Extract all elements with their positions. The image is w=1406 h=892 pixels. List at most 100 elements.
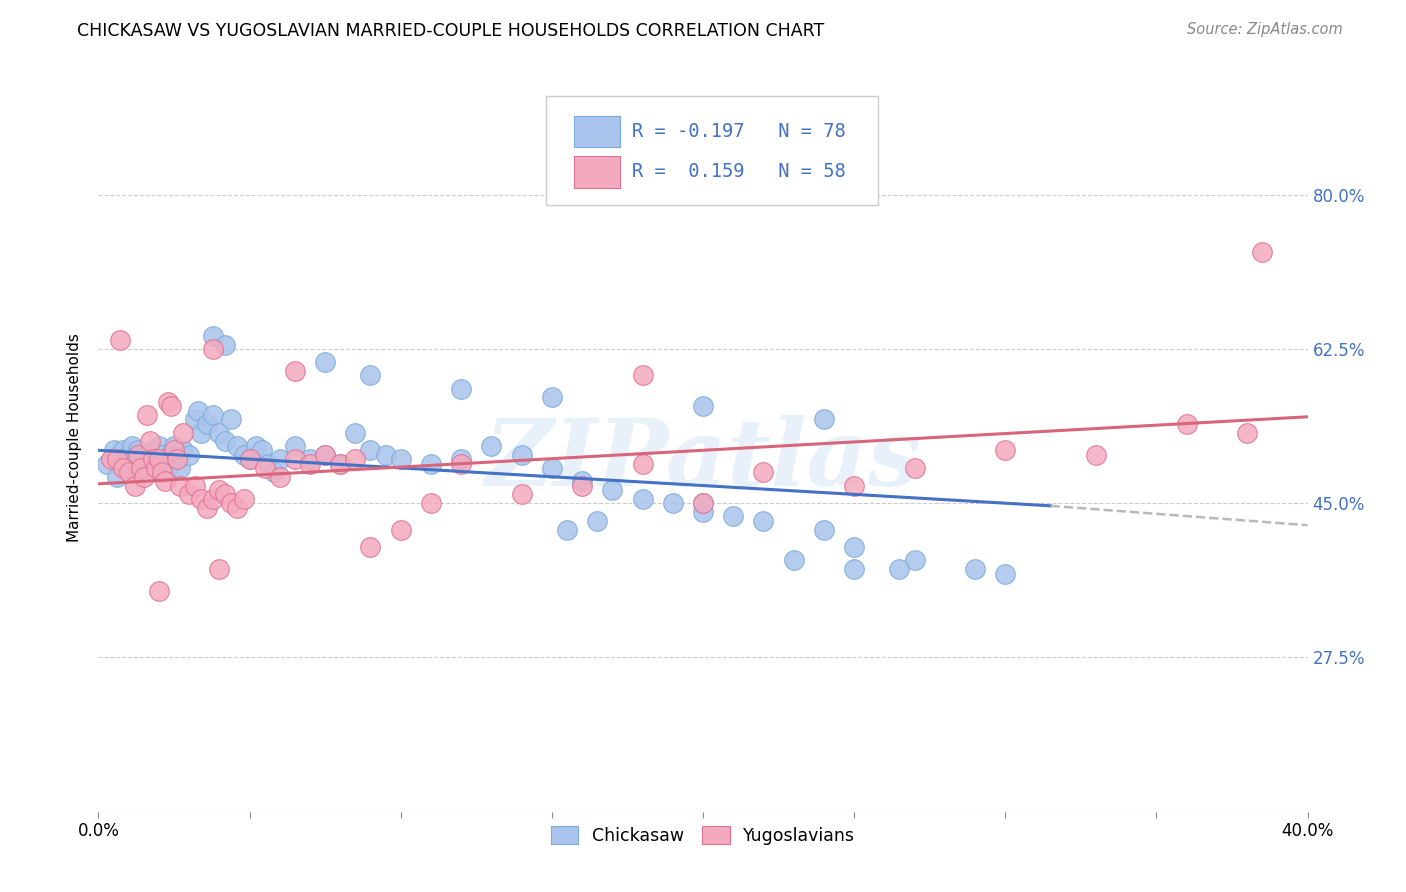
Point (344, 452, 367, 467)
Point (329, 457, 352, 471)
Point (631, 457, 654, 471)
Point (692, 399, 714, 413)
Point (783, 553, 806, 567)
Point (166, 452, 188, 467)
Point (994, 566, 1017, 581)
Point (631, 368, 654, 383)
Point (150, 466, 173, 480)
Point (232, 448, 254, 462)
Point (169, 461, 191, 475)
Point (269, 452, 291, 467)
Point (450, 452, 472, 467)
Point (142, 452, 165, 467)
Point (239, 452, 262, 467)
Point (184, 478, 207, 492)
Point (118, 448, 141, 462)
Point (148, 439, 170, 453)
Point (127, 448, 149, 462)
Point (129, 452, 152, 467)
Point (692, 496, 714, 510)
Point (389, 452, 412, 467)
Point (195, 500, 218, 515)
Point (145, 461, 167, 475)
Point (420, 457, 443, 471)
Point (190, 491, 212, 506)
Point (156, 461, 179, 475)
Point (571, 474, 593, 488)
Point (420, 496, 443, 510)
Point (202, 491, 225, 506)
Point (145, 452, 167, 467)
Point (153, 457, 176, 471)
Point (450, 457, 472, 471)
Point (344, 425, 367, 440)
Point (692, 496, 714, 510)
Point (253, 461, 276, 475)
Point (844, 562, 866, 576)
Point (105, 469, 128, 483)
Point (723, 509, 745, 524)
Point (160, 448, 183, 462)
Point (148, 584, 170, 599)
Point (889, 562, 911, 576)
Text: R = -0.197   N = 78: R = -0.197 N = 78 (631, 122, 845, 141)
Point (208, 483, 231, 497)
Point (190, 425, 212, 440)
Point (661, 496, 683, 510)
Point (250, 443, 273, 458)
Point (121, 439, 143, 453)
Point (139, 457, 162, 471)
Point (208, 562, 231, 576)
Point (299, 452, 322, 467)
Point (692, 505, 714, 519)
Point (129, 461, 152, 475)
Point (284, 452, 307, 467)
Point (329, 457, 352, 471)
Point (108, 333, 131, 347)
Point (221, 412, 243, 426)
Point (374, 448, 396, 462)
Y-axis label: Married-couple Households: Married-couple Households (67, 333, 83, 541)
Point (1236, 425, 1258, 440)
Point (284, 364, 307, 378)
Point (314, 448, 336, 462)
Point (360, 368, 382, 383)
Point (360, 443, 382, 458)
Point (314, 355, 336, 369)
Point (245, 439, 267, 453)
Point (555, 523, 578, 537)
Point (226, 500, 249, 515)
Text: R =  0.159   N = 58: R = 0.159 N = 58 (631, 162, 845, 181)
Point (540, 391, 562, 405)
Point (108, 452, 131, 467)
Point (132, 469, 155, 483)
Point (965, 562, 987, 576)
Point (127, 443, 149, 458)
Point (450, 382, 472, 396)
Point (904, 461, 927, 475)
Text: CHICKASAW VS YUGOSLAVIAN MARRIED-COUPLE HOUSEHOLDS CORRELATION CHART: CHICKASAW VS YUGOSLAVIAN MARRIED-COUPLE … (77, 22, 824, 40)
Point (172, 443, 194, 458)
Point (135, 448, 157, 462)
Point (631, 491, 654, 506)
Point (150, 448, 173, 462)
Point (263, 466, 285, 480)
Bar (574, 156, 620, 187)
Point (202, 328, 225, 343)
Point (226, 439, 249, 453)
Point (221, 496, 243, 510)
Point (269, 469, 291, 483)
Point (540, 461, 562, 475)
Point (105, 452, 128, 467)
Point (813, 523, 835, 537)
Point (124, 478, 146, 492)
Point (142, 443, 165, 458)
Point (163, 439, 186, 453)
Point (510, 487, 533, 501)
Point (111, 443, 134, 458)
Point (139, 434, 162, 449)
Point (904, 553, 927, 567)
Point (844, 541, 866, 555)
Point (114, 461, 136, 475)
Point (96, 457, 118, 471)
